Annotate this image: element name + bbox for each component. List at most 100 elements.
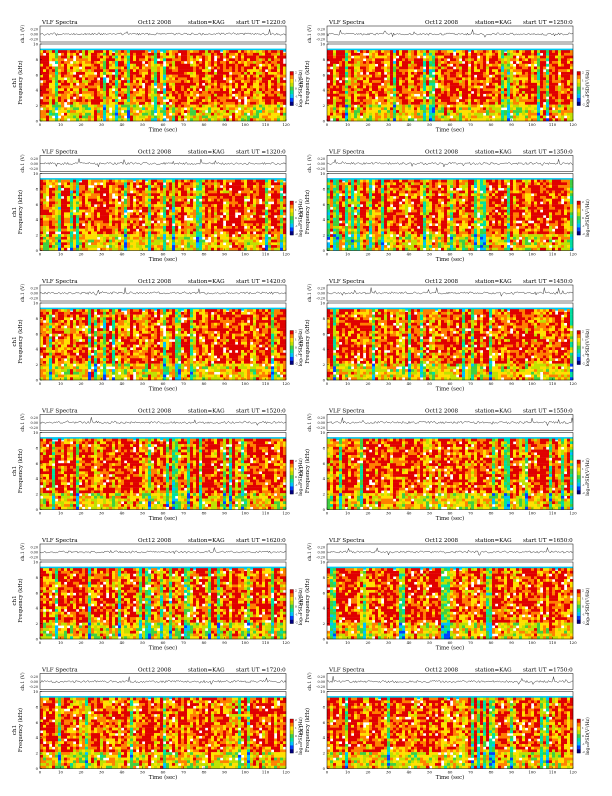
colorbar-label: log₁₀PSD(V²/Hz) [584, 70, 591, 108]
spectrogram-cell [64, 67, 67, 70]
spectrogram-cell [70, 77, 73, 80]
spectrogram-cell [244, 86, 247, 89]
spectrogram-cell [139, 80, 142, 83]
spectrogram-cell [106, 212, 109, 215]
spectrogram-cell [333, 75, 336, 78]
spectrogram-cell [262, 105, 265, 108]
spectrogram-cell [229, 50, 232, 53]
spectrogram-cell [211, 110, 214, 113]
spectrogram-cell [417, 58, 420, 61]
x-axis-label: Time (sec) [149, 127, 178, 134]
spectrogram-cell [408, 56, 411, 59]
spectrogram-cell [531, 64, 534, 67]
spectrogram-cell [58, 80, 61, 83]
spectrogram-cell [342, 69, 345, 72]
spectrogram-cell [456, 58, 459, 61]
spectrogram-cell [522, 75, 525, 78]
panel-station: station=KAG [188, 150, 225, 156]
spectrogram-cell [495, 80, 498, 83]
spectrogram-cell [336, 58, 339, 61]
spectrogram-cell [390, 107, 393, 110]
spectrogram-cell [154, 53, 157, 56]
spectrogram-cell [127, 94, 130, 97]
spectrogram-cell [223, 69, 226, 72]
spectrogram-cell [46, 67, 49, 70]
spectrogram-cell [205, 50, 208, 53]
spectrogram-cell [178, 50, 181, 53]
spectrogram-cell [402, 61, 405, 64]
spectrogram-cell [145, 80, 148, 83]
spectrogram-cell [106, 193, 109, 196]
spectrogram-cell [259, 80, 262, 83]
spectrogram-cell [124, 242, 127, 245]
spectrogram-cell [184, 77, 187, 80]
spectrogram-cell [522, 105, 525, 108]
spectrogram-cell [49, 207, 52, 210]
spectrogram-cell [351, 99, 354, 102]
spectrogram-cell [450, 56, 453, 59]
spectrogram-cell [483, 58, 486, 61]
spectrogram-cell [256, 53, 259, 56]
spectrogram-cell [115, 91, 118, 94]
spectrogram-cell [483, 61, 486, 64]
spectrogram-cell [70, 221, 73, 224]
spectrogram-cell [546, 72, 549, 75]
spectrogram-cell [94, 226, 97, 229]
spectrogram-cell [384, 67, 387, 70]
spectrogram-cell [196, 86, 199, 89]
spectrogram-cell [277, 75, 280, 78]
spectrogram-cell [558, 53, 561, 56]
spectrogram-cell [235, 77, 238, 80]
spectrogram-cell [259, 83, 262, 86]
spectrogram-cell [483, 83, 486, 86]
spectrogram-cell [528, 88, 531, 91]
spectrogram-cell [109, 196, 112, 199]
spectrogram-cell [58, 64, 61, 67]
spectrogram-cell [157, 67, 160, 70]
spectrogram-cell [262, 88, 265, 91]
spectrogram-cell [70, 67, 73, 70]
spectrogram-cell [262, 77, 265, 80]
spectrogram-cell [546, 53, 549, 56]
spectrogram-cell [205, 116, 208, 119]
spectrogram-cell [127, 105, 130, 108]
spectrogram-cell [417, 110, 420, 113]
spectrogram-cell [172, 83, 175, 86]
spectrogram-cell [88, 91, 91, 94]
spectrogram-cell [423, 72, 426, 75]
spectrogram-cell [390, 116, 393, 119]
spectrogram-cell [408, 69, 411, 72]
spectrogram-cell [507, 113, 510, 116]
spectrogram-cell [381, 75, 384, 78]
spectrogram-cell [208, 69, 211, 72]
spectrogram-cell [145, 67, 148, 70]
spectrogram-cell [79, 58, 82, 61]
colorbar-segment [577, 98, 581, 102]
spectrogram-cell [549, 99, 552, 102]
spectrogram-cell [127, 240, 130, 243]
spectrogram-cell [79, 215, 82, 218]
spectrogram-cell [121, 94, 124, 97]
spectrogram-cell [112, 102, 115, 105]
spectrogram-cell [339, 116, 342, 119]
spectrogram-cell [420, 72, 423, 75]
spectrogram-cell [411, 77, 414, 80]
spectrogram-cell [64, 180, 67, 183]
spectrogram-cell [435, 61, 438, 64]
spectrogram-cell [387, 116, 390, 119]
spectrogram-cell [372, 113, 375, 116]
colorbar-segment [290, 87, 294, 91]
spectrogram-cell [459, 107, 462, 110]
spectrogram-cell [336, 110, 339, 113]
spectrogram-cell [217, 77, 220, 80]
spectrogram-cell [447, 72, 450, 75]
spectrogram-cell [61, 80, 64, 83]
spectrogram-cell [163, 69, 166, 72]
spectrogram-cell [510, 94, 513, 97]
spectrogram-cell [372, 56, 375, 59]
spectrogram-cell [226, 61, 229, 64]
spectrogram-cell [384, 91, 387, 94]
spectrogram-cell [58, 77, 61, 80]
spectrogram-cell [76, 207, 79, 210]
spectrogram-cell [142, 58, 145, 61]
